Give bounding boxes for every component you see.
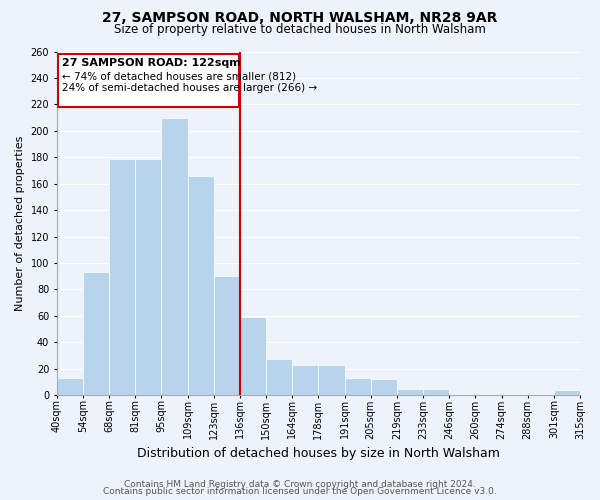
- Bar: [161, 118, 188, 395]
- Bar: [109, 158, 135, 395]
- Bar: [527, 394, 554, 395]
- Bar: [292, 364, 319, 395]
- Text: 24% of semi-detached houses are larger (266) →: 24% of semi-detached houses are larger (…: [62, 83, 317, 93]
- Bar: [502, 394, 527, 395]
- Text: Size of property relative to detached houses in North Walsham: Size of property relative to detached ho…: [114, 22, 486, 36]
- Bar: [188, 176, 214, 395]
- FancyBboxPatch shape: [58, 54, 239, 107]
- Y-axis label: Number of detached properties: Number of detached properties: [15, 136, 25, 311]
- Text: 27 SAMPSON ROAD: 122sqm: 27 SAMPSON ROAD: 122sqm: [62, 58, 241, 68]
- Text: 27, SAMPSON ROAD, NORTH WALSHAM, NR28 9AR: 27, SAMPSON ROAD, NORTH WALSHAM, NR28 9A…: [103, 11, 497, 25]
- Bar: [57, 378, 83, 395]
- Bar: [344, 378, 371, 395]
- Bar: [83, 272, 109, 395]
- Bar: [554, 390, 580, 395]
- Bar: [475, 394, 502, 395]
- X-axis label: Distribution of detached houses by size in North Walsham: Distribution of detached houses by size …: [137, 447, 500, 460]
- Bar: [214, 276, 240, 395]
- Bar: [423, 388, 449, 395]
- Bar: [397, 388, 423, 395]
- Bar: [240, 317, 266, 395]
- Text: Contains public sector information licensed under the Open Government Licence v3: Contains public sector information licen…: [103, 487, 497, 496]
- Text: ← 74% of detached houses are smaller (812): ← 74% of detached houses are smaller (81…: [62, 72, 296, 82]
- Bar: [135, 158, 161, 395]
- Text: Contains HM Land Registry data © Crown copyright and database right 2024.: Contains HM Land Registry data © Crown c…: [124, 480, 476, 489]
- Bar: [266, 360, 292, 395]
- Bar: [371, 380, 397, 395]
- Bar: [449, 394, 475, 395]
- Bar: [319, 364, 344, 395]
